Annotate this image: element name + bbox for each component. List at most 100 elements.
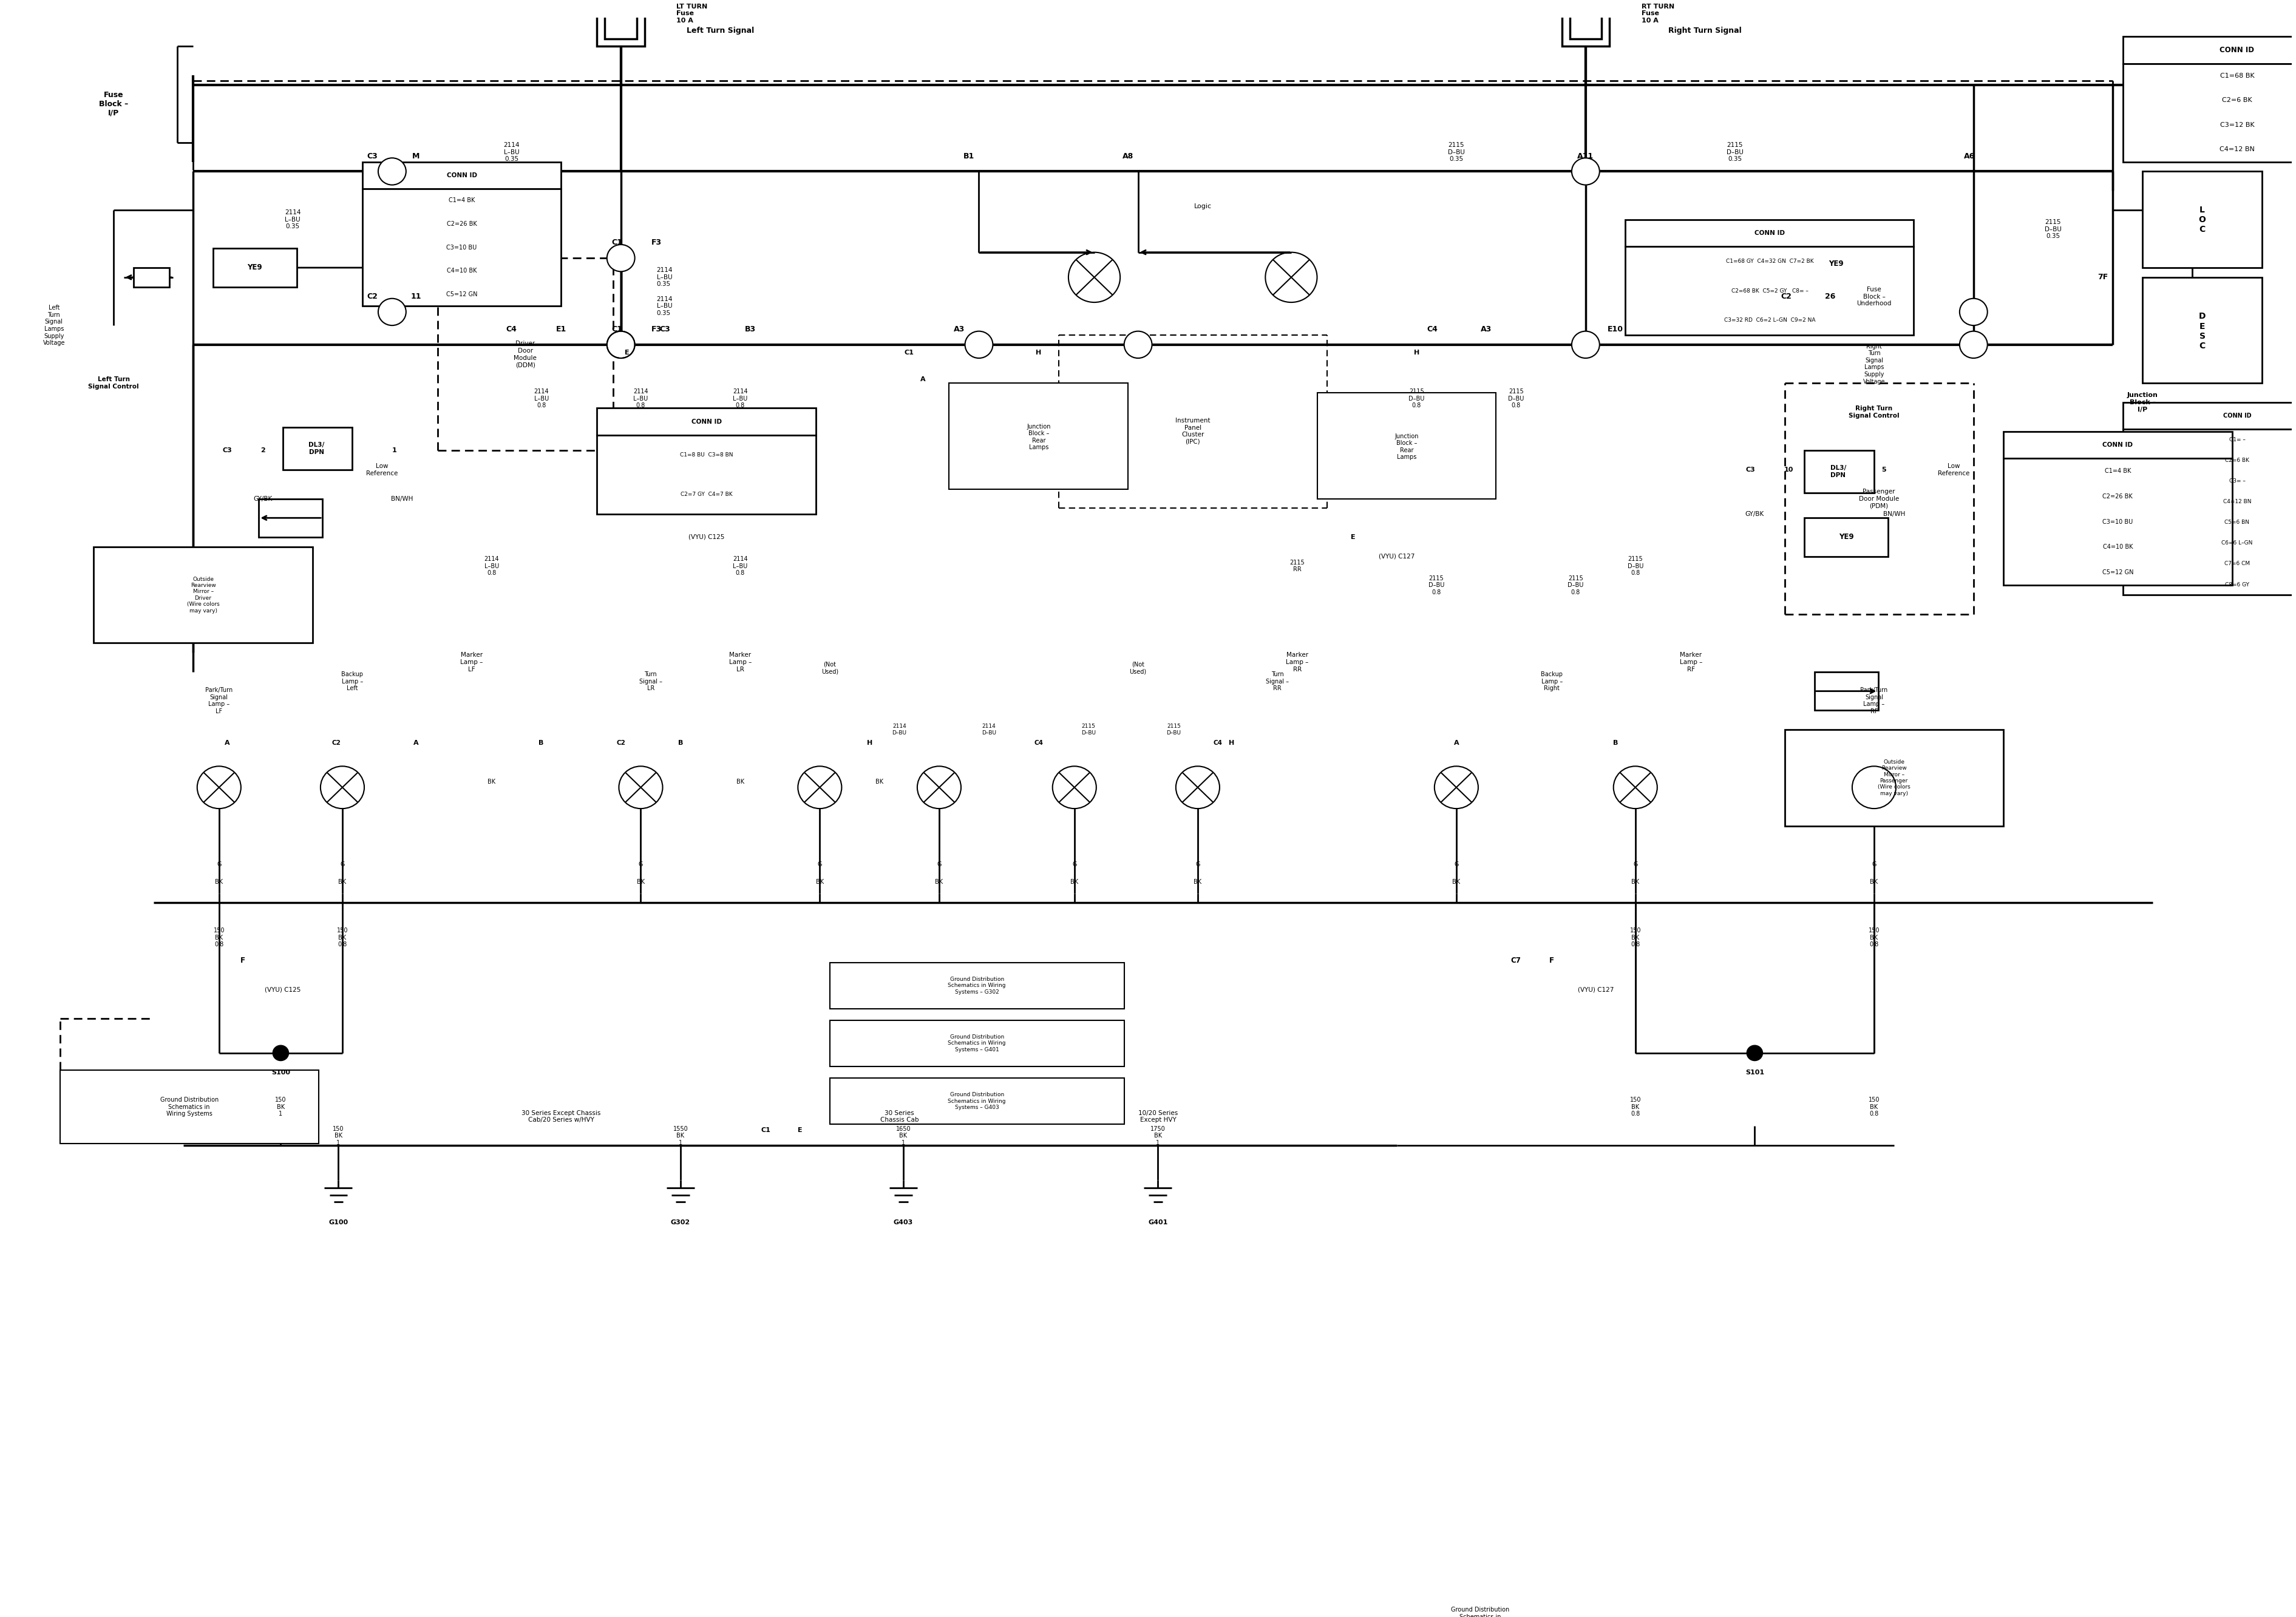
Text: C3: C3 xyxy=(223,448,232,454)
Bar xyxy=(829,1020,1125,1067)
Bar xyxy=(2004,432,2232,458)
Bar xyxy=(133,268,170,286)
Text: Logic: Logic xyxy=(1194,204,1212,209)
Bar xyxy=(948,383,1127,488)
Text: Right
Turn
Signal
Lamps
Supply
Voltage: Right Turn Signal Lamps Supply Voltage xyxy=(1862,343,1885,385)
Bar xyxy=(1805,451,1874,493)
Text: BK: BK xyxy=(1632,878,1639,884)
Text: S100: S100 xyxy=(271,1069,289,1075)
Text: 2114
L–BU
0.35: 2114 L–BU 0.35 xyxy=(503,142,519,162)
Text: 150
BK
0.8: 150 BK 0.8 xyxy=(214,928,225,948)
Circle shape xyxy=(606,331,634,357)
Bar xyxy=(597,0,645,47)
Text: C5=12 GN: C5=12 GN xyxy=(2103,569,2133,576)
Circle shape xyxy=(606,244,634,272)
Text: GY/BK: GY/BK xyxy=(1745,511,1763,517)
Text: C1=68 GY  C4=32 GN  C7=2 BK: C1=68 GY C4=32 GN C7=2 BK xyxy=(1727,259,1814,264)
Text: C4: C4 xyxy=(1428,325,1437,333)
Text: 2114
L–BU
0.35: 2114 L–BU 0.35 xyxy=(285,210,301,230)
Text: L
O
C: L O C xyxy=(2200,205,2206,233)
Bar xyxy=(2142,277,2262,383)
Text: A11: A11 xyxy=(1577,152,1593,160)
Circle shape xyxy=(379,299,406,325)
Text: CONN ID: CONN ID xyxy=(445,173,478,178)
Text: Low
Reference: Low Reference xyxy=(1938,462,1970,477)
Text: BK: BK xyxy=(338,878,347,884)
Text: G: G xyxy=(1072,862,1077,867)
Text: 30 Series
Chassis Cab: 30 Series Chassis Cab xyxy=(879,1109,918,1124)
Circle shape xyxy=(1573,331,1600,357)
Text: Marker
Lamp –
LR: Marker Lamp – LR xyxy=(728,652,751,673)
Circle shape xyxy=(1125,331,1153,357)
Text: BK: BK xyxy=(1070,878,1079,884)
Bar xyxy=(60,1070,319,1143)
Text: A: A xyxy=(1453,741,1458,745)
Bar xyxy=(2124,37,2296,63)
Circle shape xyxy=(1958,299,1988,325)
Bar xyxy=(1336,1580,1626,1617)
Bar xyxy=(259,498,321,537)
Text: A: A xyxy=(225,741,230,745)
Text: C2=7 GY  C4=7 BK: C2=7 GY C4=7 BK xyxy=(680,492,732,496)
Text: H: H xyxy=(1414,349,1419,356)
Text: 1550
BK
1: 1550 BK 1 xyxy=(673,1125,689,1146)
Text: C2=6 BK: C2=6 BK xyxy=(2223,97,2252,103)
Text: Left Turn
Signal Control: Left Turn Signal Control xyxy=(87,377,140,390)
Text: 1650
BK
1: 1650 BK 1 xyxy=(895,1125,912,1146)
Text: Ground Distribution
Schematics in Wiring
Systems – G302: Ground Distribution Schematics in Wiring… xyxy=(948,977,1006,994)
Text: G: G xyxy=(1871,862,1876,867)
Text: C1= –: C1= – xyxy=(2229,437,2245,443)
Text: 2114
L–BU
0.35: 2114 L–BU 0.35 xyxy=(657,296,673,317)
Text: S101: S101 xyxy=(1745,1069,1763,1075)
Text: Park/Turn
Signal
Lamp –
RF: Park/Turn Signal Lamp – RF xyxy=(1860,687,1887,715)
Circle shape xyxy=(273,1045,289,1061)
Text: 150
BK
0.8: 150 BK 0.8 xyxy=(1630,928,1642,948)
Text: C2: C2 xyxy=(367,293,377,301)
Text: GY/BK: GY/BK xyxy=(253,496,273,501)
Text: 2115
D–BU: 2115 D–BU xyxy=(1081,724,1095,736)
Text: 2115
D–BU
0.35: 2115 D–BU 0.35 xyxy=(1727,142,1743,162)
Text: F3: F3 xyxy=(652,239,661,247)
Text: A: A xyxy=(921,377,925,382)
Text: C3: C3 xyxy=(1745,467,1756,472)
Text: A6: A6 xyxy=(1963,152,1975,160)
Text: Outside
Rearview
Mirror –
Driver
(Wire colors
may vary): Outside Rearview Mirror – Driver (Wire c… xyxy=(186,576,220,613)
Text: G401: G401 xyxy=(1148,1219,1169,1226)
Text: BN/WH: BN/WH xyxy=(390,496,413,501)
Text: C2=26 BK: C2=26 BK xyxy=(2103,493,2133,500)
Text: G: G xyxy=(1196,862,1201,867)
Text: E: E xyxy=(797,1127,801,1134)
Text: Marker
Lamp –
LF: Marker Lamp – LF xyxy=(459,652,482,673)
Text: G: G xyxy=(1453,862,1458,867)
Text: H: H xyxy=(866,741,872,745)
Text: H: H xyxy=(1228,741,1235,745)
Bar xyxy=(1318,393,1497,498)
Text: A8: A8 xyxy=(1123,152,1134,160)
Text: Fuse
Block –
Underhood: Fuse Block – Underhood xyxy=(1857,286,1892,307)
Text: (VYU) C125: (VYU) C125 xyxy=(264,986,301,993)
Text: G302: G302 xyxy=(670,1219,691,1226)
Text: E1: E1 xyxy=(556,325,567,333)
Text: C4=10 BK: C4=10 BK xyxy=(448,268,478,273)
Bar xyxy=(1795,244,1878,283)
Bar xyxy=(282,427,351,471)
Text: Outside
Rearview
Mirror –
Passenger
(Wire colors
may vary): Outside Rearview Mirror – Passenger (Wir… xyxy=(1878,760,1910,796)
Text: (VYU) C127: (VYU) C127 xyxy=(1577,986,1614,993)
Text: BK: BK xyxy=(636,878,645,884)
Bar xyxy=(829,962,1125,1009)
Text: 7F: 7F xyxy=(2099,273,2108,281)
Circle shape xyxy=(1573,158,1600,184)
Text: Junction
Block –
I/P: Junction Block – I/P xyxy=(2126,393,2158,412)
Bar xyxy=(1626,246,1915,335)
Text: M: M xyxy=(413,152,420,160)
Text: C7: C7 xyxy=(1511,957,1522,965)
Text: BK: BK xyxy=(487,778,496,784)
Text: C6=6 L–GN: C6=6 L–GN xyxy=(2223,540,2252,547)
Text: 150
BK
0.8: 150 BK 0.8 xyxy=(1869,928,1880,948)
Text: 2115
D–BU
0.35: 2115 D–BU 0.35 xyxy=(1449,142,1465,162)
Text: E: E xyxy=(625,349,629,356)
Text: C2=68 BK  C5=2 GY   C8= –: C2=68 BK C5=2 GY C8= – xyxy=(1731,288,1809,294)
Bar xyxy=(1805,517,1887,556)
Bar xyxy=(2124,63,2296,162)
Text: Ground Distribution
Schematics in Wiring
Systems – G403: Ground Distribution Schematics in Wiring… xyxy=(948,1091,1006,1111)
